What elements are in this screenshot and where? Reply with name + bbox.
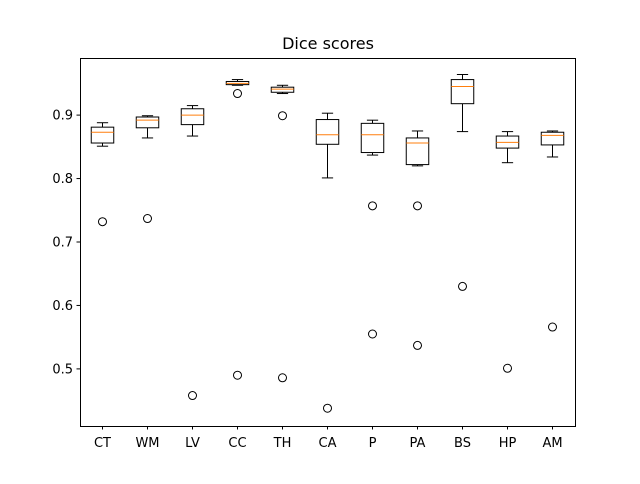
flier-p-0 [368, 201, 377, 211]
flier-cc-0 [233, 89, 242, 99]
box-group-ca [315, 112, 340, 413]
box-group-am [540, 130, 565, 332]
box-group-bs [450, 73, 475, 291]
box-group-pa [405, 130, 430, 350]
flier-wm-0 [143, 214, 152, 224]
flier-hp-0 [503, 363, 512, 373]
y-tick-label: 0.8 [52, 172, 73, 187]
flier-th-0 [278, 111, 287, 121]
box-group-ct [90, 122, 115, 227]
flier-lv-0 [188, 391, 197, 401]
x-tick-label: CA [319, 436, 337, 451]
flier-bs-0 [458, 281, 467, 291]
box-group-th [270, 84, 295, 383]
box-lv [180, 108, 205, 126]
x-tick-label: LV [185, 436, 200, 451]
box-wm [135, 116, 160, 129]
x-tick-label: P [369, 436, 377, 451]
flier-cc-1 [233, 370, 242, 380]
x-tick-label: PA [410, 436, 426, 451]
flier-p-1 [368, 329, 377, 339]
box-th [270, 86, 295, 93]
y-tick-label: 0.9 [52, 109, 73, 124]
flier-pa-0 [413, 201, 422, 211]
box-pa [405, 137, 430, 166]
box-ca [315, 119, 340, 145]
box-group-hp [495, 131, 520, 373]
flier-ct-0 [98, 217, 107, 227]
flier-pa-1 [413, 340, 422, 350]
box-p [360, 122, 385, 154]
box-am [540, 131, 565, 146]
box-bs [450, 79, 475, 105]
x-tick-label: AM [542, 436, 562, 451]
box-group-p [360, 119, 385, 339]
box-ct [90, 126, 115, 144]
y-tick-label: 0.5 [52, 362, 73, 377]
boxes-layer [90, 73, 565, 413]
chart-title: Dice scores [282, 34, 374, 53]
flier-ca-0 [323, 403, 332, 413]
box-group-cc [225, 79, 250, 380]
x-tick-label: BS [454, 436, 471, 451]
y-tick-label: 0.6 [52, 299, 73, 314]
x-tick-label: CT [94, 436, 111, 451]
x-tick-label: TH [273, 436, 292, 451]
plot-area-frame [80, 58, 576, 427]
box-group-lv [180, 105, 205, 401]
x-tick-label: CC [228, 436, 246, 451]
y-axis: 0.5 0.6 0.7 0.8 0.9 [52, 109, 80, 377]
box-group-wm [135, 115, 160, 224]
flier-th-1 [278, 373, 287, 383]
x-tick-label: HP [499, 436, 517, 451]
y-tick-label: 0.7 [52, 236, 73, 251]
x-tick-label: WM [135, 436, 159, 451]
flier-am-0 [548, 322, 557, 332]
